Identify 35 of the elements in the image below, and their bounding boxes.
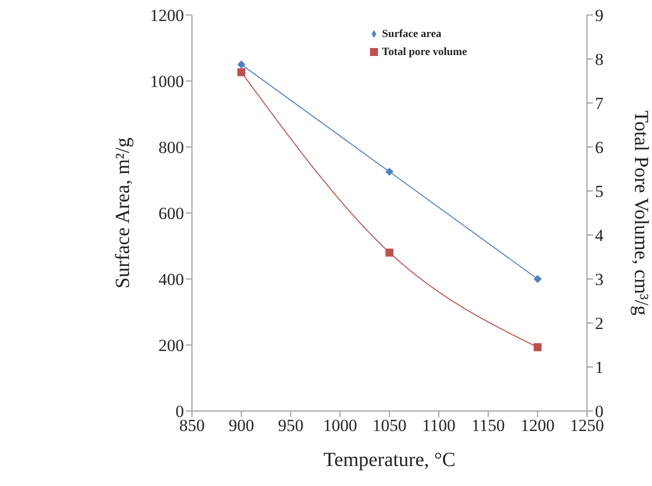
x-tick-label: 1000 — [323, 416, 358, 436]
y-tick-label: 600 — [158, 204, 184, 224]
y2-tick-label: 7 — [595, 94, 604, 114]
y2-tick-label: 3 — [595, 270, 604, 290]
y-tick-label: 200 — [158, 336, 184, 356]
x-tick-label: 1150 — [472, 416, 505, 436]
point — [237, 60, 246, 68]
y-tick-label: 800 — [158, 138, 184, 158]
legend-label: Total pore volume — [382, 46, 467, 58]
x-tick-label: 900 — [228, 416, 254, 436]
y2-axis-title: Total Pore Volume, cm³/g — [630, 110, 652, 316]
point — [534, 343, 542, 352]
y2-tick-label: 1 — [595, 358, 604, 378]
x-axis-title: Temperature, °C — [323, 449, 456, 471]
y2-tick-label: 5 — [595, 182, 604, 202]
legend-label: Surface area — [382, 28, 442, 40]
y2-tick-label: 2 — [595, 314, 604, 334]
y-tick-label: 1200 — [150, 6, 184, 26]
point — [385, 248, 394, 257]
x-tick-label: 1050 — [372, 416, 406, 436]
y2-tick-label: 8 — [595, 50, 604, 70]
y-tick-label: 1000 — [150, 72, 184, 92]
y-axis-title: Surface Area, m²/g — [112, 138, 134, 288]
point — [385, 168, 394, 176]
y2-tick-label: 4 — [595, 226, 604, 246]
x-tick-label: 950 — [278, 416, 304, 436]
x-tick-label: 850 — [179, 416, 205, 436]
x-tick-label: 1250 — [570, 416, 604, 436]
point — [534, 275, 542, 283]
x-tick-label: 1100 — [422, 416, 456, 436]
y-tick-label: 400 — [158, 270, 184, 290]
point — [237, 68, 246, 76]
y2-tick-label: 6 — [595, 138, 604, 158]
y2-tick-label: 9 — [595, 6, 604, 26]
x-tick-label: 1200 — [520, 416, 555, 436]
